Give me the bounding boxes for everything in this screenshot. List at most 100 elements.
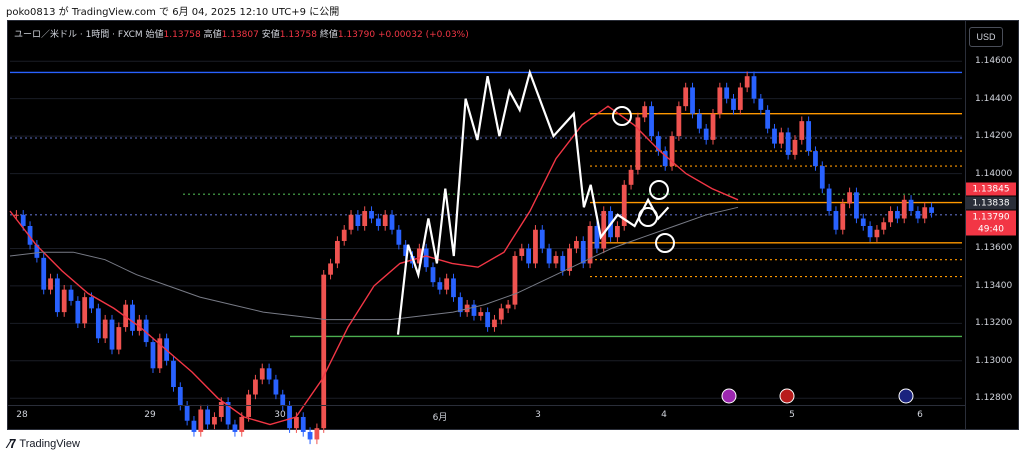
candle-body	[20, 214, 26, 226]
candle-body	[287, 405, 292, 429]
candle-body	[662, 151, 668, 167]
candle-body	[819, 166, 825, 189]
price-tick: 1.14600	[975, 56, 1013, 67]
candle-body	[396, 229, 402, 245]
candle-body	[655, 136, 661, 152]
candle-body	[826, 188, 832, 212]
candle-body	[68, 289, 74, 301]
candle-body	[601, 211, 607, 249]
price-tick: 1.14200	[975, 131, 1013, 142]
highlight-circle	[638, 207, 658, 227]
candle-body	[294, 416, 299, 429]
time-tick: 6月	[432, 413, 448, 423]
currency-button[interactable]: USD	[969, 27, 1003, 47]
candle-body	[628, 169, 634, 185]
footer-brand: ⁄7 TradingView	[8, 436, 80, 451]
candle-body	[451, 278, 456, 298]
candle-body	[198, 409, 204, 432]
lightning-event-icon	[721, 388, 737, 404]
candle-body	[731, 98, 736, 110]
candle-body	[874, 229, 880, 238]
candle-body	[642, 106, 648, 118]
price-label: 1.13845	[966, 182, 1016, 196]
candle-body	[348, 214, 354, 230]
time-tick: 3	[535, 410, 541, 420]
candle-body	[375, 218, 381, 226]
candle-body	[847, 192, 852, 204]
candle-body	[539, 229, 545, 249]
candle-body	[512, 255, 518, 305]
time-tick: 6	[917, 410, 923, 420]
candle-body	[157, 338, 163, 369]
footer-logo-text: TradingView	[19, 437, 80, 450]
bar-countdown-label: 49:40	[966, 222, 1016, 236]
legend-high-label: 高値	[203, 30, 222, 40]
candle-body	[109, 319, 115, 350]
candle-body	[123, 304, 129, 328]
candle-body	[519, 248, 525, 256]
candle-body	[478, 312, 484, 316]
candle-body	[724, 87, 730, 99]
candle-body	[239, 416, 245, 432]
candle-body	[765, 109, 771, 129]
candle-body	[334, 240, 340, 264]
candle-body	[218, 402, 224, 417]
candle-body	[362, 211, 368, 226]
legend-low-label: 安値	[261, 30, 280, 40]
candle-body	[225, 402, 231, 425]
candle-body	[546, 248, 552, 264]
candle-body	[280, 394, 286, 406]
legend-symbol[interactable]: ユーロ／米ドル · 1時間 · FXCM	[14, 30, 143, 40]
candle-body	[150, 342, 156, 369]
candle-body	[89, 297, 94, 309]
candle-body	[389, 214, 395, 230]
candle-body	[854, 192, 859, 219]
candle-body	[785, 132, 791, 155]
time-tick: 30	[274, 410, 286, 420]
candle-body	[232, 424, 238, 432]
candle-body	[212, 416, 217, 425]
legend-close: 1.13790	[337, 30, 376, 40]
candle-body	[649, 106, 654, 137]
price-label: 1.13790	[966, 210, 1016, 224]
candle-body	[560, 255, 566, 271]
candle-body	[253, 379, 258, 395]
time-tick: 28	[16, 410, 28, 420]
candle-body	[587, 226, 593, 264]
candle-body	[471, 304, 477, 316]
candle-body	[259, 368, 265, 380]
candle-body	[485, 312, 491, 328]
eu-flag-event-icon	[898, 388, 914, 404]
candle-body	[437, 282, 443, 290]
candle-body	[430, 267, 436, 283]
candle-body	[492, 319, 497, 328]
candle-body	[191, 420, 197, 432]
highlight-circle	[612, 106, 632, 126]
candle-body	[403, 244, 409, 256]
candle-body	[533, 229, 538, 264]
candle-body	[102, 319, 108, 339]
zigzag-overlay	[396, 68, 670, 335]
candle-body	[505, 304, 511, 309]
candle-body	[553, 255, 559, 264]
price-tick: 1.13600	[975, 243, 1013, 254]
candle-body	[676, 106, 682, 137]
candle-body	[34, 244, 40, 258]
candle-body	[901, 199, 907, 219]
candle-body	[867, 226, 873, 238]
candle-body	[300, 416, 306, 432]
ma-fast-line	[9, 105, 739, 426]
candle-body	[908, 199, 914, 212]
candle-body	[416, 248, 422, 264]
candle-body	[355, 214, 361, 226]
candle-body	[136, 319, 142, 331]
candle-body	[744, 76, 750, 88]
candle-body	[116, 327, 122, 350]
legend-high: 1.13807	[221, 30, 259, 40]
candle-body	[895, 211, 900, 219]
candle-body	[860, 218, 866, 226]
candle-body	[61, 289, 67, 313]
candle-body	[717, 87, 723, 114]
price-axis-separator	[965, 21, 966, 429]
